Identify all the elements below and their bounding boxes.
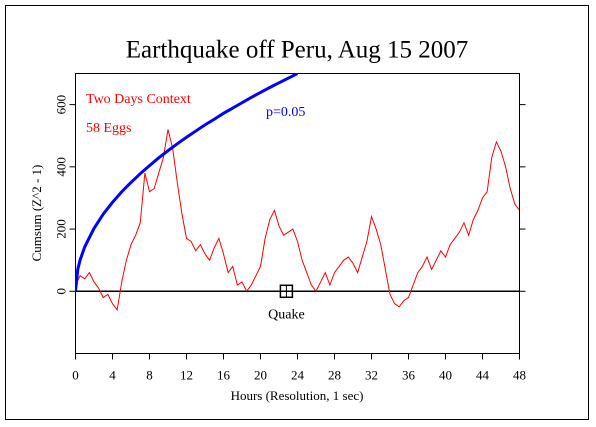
y-tick-label: 400 [53,157,68,177]
x-tick-label: 0 [72,367,79,382]
x-tick-label: 28 [328,367,341,382]
line-series [75,73,299,292]
x-tick-label: 16 [217,367,231,382]
line-series [75,129,519,312]
x-tick-label: 8 [146,367,153,382]
y-tick-label: 0 [53,288,68,295]
x-tick-label: 36 [402,367,416,382]
x-tick-label: 40 [439,367,452,382]
x-tick-label: 24 [291,367,305,382]
x-tick-label: 20 [254,367,267,382]
y-axis-label: Cumsum (Z^2 - 1) [29,165,44,262]
frame [5,5,589,420]
x-axis-label: Hours (Resolution, 1 sec) [231,388,364,403]
y-tick-label: 600 [53,95,68,115]
series-label: p=0.05 [266,105,305,120]
event-label: Quake [268,307,305,322]
x-tick-label: 12 [180,367,193,382]
x-tick-label: 44 [476,367,490,382]
plot-area [75,73,519,312]
annotation: Two Days Context [86,92,191,107]
x-tick-label: 48 [513,367,526,382]
x-tick-label: 32 [365,367,378,382]
y-tick-label: 200 [53,219,68,239]
x-tick-label: 4 [109,367,116,382]
chart-title: Earthquake off Peru, Aug 15 2007 [126,37,469,64]
annotation: 58 Eggs [86,121,132,136]
